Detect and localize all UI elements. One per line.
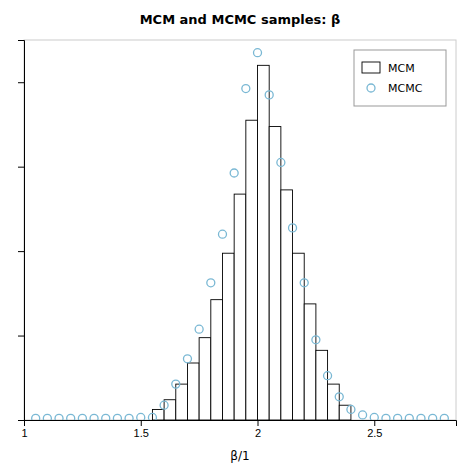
y-tick (18, 167, 24, 168)
bar (187, 363, 199, 420)
y-tick-mark (18, 167, 24, 168)
y-tick-mark (18, 336, 24, 337)
x-tick-label: 2.5 (367, 427, 382, 439)
x-tick-mark (374, 420, 375, 426)
bar (304, 304, 316, 420)
point (218, 230, 226, 238)
y-tick (18, 251, 24, 252)
point (172, 380, 180, 388)
bar (199, 338, 211, 420)
point (207, 279, 215, 287)
point (90, 414, 98, 420)
legend-swatch (362, 62, 380, 73)
x-tick: 2.5 (367, 420, 382, 439)
x-axis: 1 1.5 2 2.5 (21, 420, 456, 439)
point (417, 414, 425, 420)
bar (164, 400, 176, 420)
x-tick-label: 1 (21, 427, 27, 439)
x-axis-line (25, 421, 457, 427)
chart: 11.522.5β/1MCM and MCMC samples: βMCMMCM… (0, 0, 474, 474)
point (183, 355, 191, 363)
y-axis-line (18, 41, 25, 421)
point (289, 224, 297, 232)
point (125, 414, 133, 420)
y-tick (18, 336, 24, 337)
y-axis (18, 41, 25, 421)
point (359, 411, 367, 419)
bar (152, 409, 164, 420)
legend-swatch (367, 84, 375, 92)
bar (258, 65, 270, 420)
point (324, 372, 332, 380)
bar (234, 194, 246, 420)
legend-item: MCM (362, 62, 415, 75)
bar (293, 253, 305, 420)
y-tick-mark (18, 251, 24, 252)
bar (176, 384, 188, 420)
x-axis-title: β/1 (230, 449, 249, 463)
point (440, 414, 448, 420)
legend-item: MCMC (367, 82, 423, 95)
point (394, 414, 402, 420)
point (32, 414, 40, 420)
y-tick-mark (18, 82, 24, 83)
bar (269, 127, 281, 420)
x-tick: 1.5 (134, 420, 149, 439)
point (67, 414, 75, 420)
plot-frame (24, 40, 456, 420)
series-scatter (32, 49, 449, 420)
bar (316, 350, 328, 420)
x-tick: 2 (255, 420, 261, 439)
bar (211, 300, 223, 420)
x-tick: 1 (21, 420, 27, 439)
point (102, 414, 110, 420)
title: MCM and MCMC samples: β (140, 12, 341, 27)
legend-label: MCMC (388, 82, 423, 95)
point (312, 336, 320, 344)
x-tick-label: 2 (255, 427, 261, 439)
point (265, 91, 273, 99)
point (370, 413, 378, 420)
point (195, 325, 203, 333)
x-tick-label: 1.5 (134, 427, 149, 439)
point (113, 414, 121, 420)
point (148, 413, 156, 420)
y-tick (18, 82, 24, 83)
bar (246, 120, 258, 420)
x-tick-mark (258, 420, 259, 426)
point (382, 414, 390, 420)
x-tick-mark (141, 420, 142, 426)
point (242, 85, 250, 93)
point (347, 405, 355, 413)
bar (328, 384, 340, 420)
point (230, 169, 238, 177)
legend-label: MCM (388, 62, 415, 75)
point (405, 414, 413, 420)
point (300, 279, 308, 287)
legend-box (354, 50, 446, 106)
point (137, 413, 145, 420)
bar (222, 253, 234, 420)
point (43, 414, 51, 420)
marks (32, 49, 449, 420)
point (277, 158, 285, 166)
point (78, 414, 86, 420)
point (160, 401, 168, 409)
point (429, 414, 437, 420)
point (55, 414, 63, 420)
point (254, 49, 262, 57)
series-bar (152, 65, 350, 420)
point (335, 393, 343, 401)
legend: MCM MCMC (354, 50, 446, 106)
